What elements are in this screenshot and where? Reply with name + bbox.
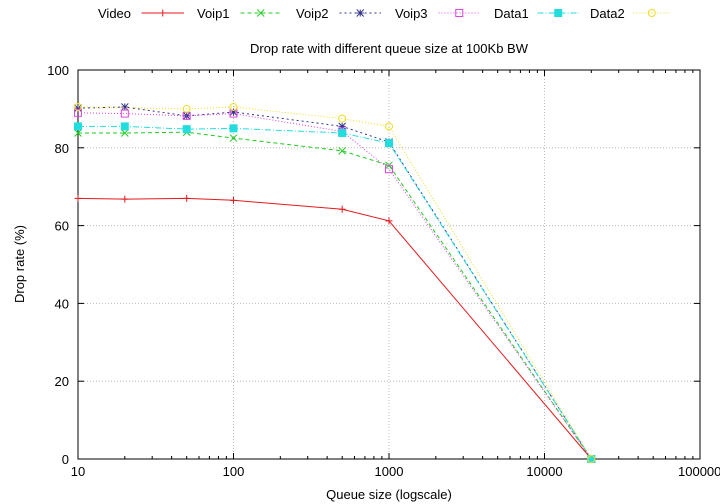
series-line: [77, 106, 592, 460]
x-tick-label: 100: [223, 464, 245, 479]
legend-label: Data2: [590, 6, 625, 21]
legend-item-voip3: Voip3: [395, 6, 480, 21]
legend-label: Voip3: [395, 6, 428, 21]
y-tick-label: 20: [55, 374, 69, 389]
data-point: [356, 9, 365, 17]
y-tick-label: 0: [62, 452, 69, 467]
axes: 0 20 40 60 80 100 10 100 1000 10000 100000: [47, 63, 720, 479]
series-line: [77, 106, 592, 460]
legend-item-video: Video: [98, 6, 184, 21]
y-axis-label: Drop rate (%): [12, 225, 27, 303]
data-point: [120, 122, 129, 131]
series-video: [74, 194, 595, 463]
data-point: [229, 134, 238, 142]
legend-label: Video: [98, 6, 131, 21]
data-point: [338, 122, 347, 131]
legend-item-data1: Data1: [494, 6, 579, 21]
data-point: [74, 104, 82, 112]
data-point: [74, 129, 82, 137]
grid-lines: [78, 70, 700, 459]
data-point: [74, 194, 82, 202]
data-point: [183, 194, 191, 202]
legend-item-data2: Data2: [590, 6, 670, 21]
data-point: [385, 165, 393, 174]
y-tick-label: 100: [47, 63, 69, 78]
legend-label: Voip2: [296, 6, 329, 21]
data-point: [385, 122, 393, 131]
y-tick-label: 40: [55, 296, 69, 311]
data-point: [230, 196, 237, 204]
legend-label: Data1: [494, 6, 529, 21]
data-point: [338, 114, 347, 123]
data-point: [256, 9, 265, 17]
data-point: [385, 139, 393, 148]
series-line: [77, 112, 592, 460]
series-data2: [74, 102, 596, 463]
legend: Video Voip1 Voip2 Voip3 Data1 Data2: [98, 6, 670, 21]
data-point: [74, 102, 82, 111]
data-point: [120, 103, 129, 111]
series-line: [77, 197, 592, 460]
x-tick-label: 10: [71, 464, 85, 479]
x-tick-label: 1000: [375, 464, 404, 479]
data-point: [120, 129, 129, 137]
y-tick-label: 60: [55, 219, 69, 234]
data-point: [338, 129, 347, 138]
data-point: [554, 9, 563, 17]
data-point: [587, 455, 596, 463]
series-voip1: [74, 128, 596, 463]
data-point: [338, 147, 347, 155]
data-point: [182, 104, 191, 113]
data-point: [229, 108, 238, 116]
x-tick-label: 10000: [526, 464, 562, 479]
y-tick-label: 80: [55, 141, 69, 156]
data-point: [385, 217, 393, 225]
series-voip3: [74, 108, 596, 463]
data-point: [121, 195, 129, 203]
series-line: [78, 131, 592, 460]
series-layer: [74, 102, 596, 463]
series-voip2: [74, 103, 596, 463]
data-point: [647, 9, 656, 17]
data-point: [74, 108, 82, 117]
series-line: [78, 125, 592, 460]
legend-item-voip2: Voip2: [296, 6, 381, 21]
legend-label: Voip1: [197, 6, 230, 21]
data-point: [182, 125, 191, 134]
data-point: [229, 102, 238, 111]
data-point: [338, 205, 346, 213]
chart-title: Drop rate with different queue size at 1…: [250, 41, 529, 56]
data-point: [159, 9, 167, 17]
x-tick-label: 100000: [678, 464, 720, 479]
data-point: [120, 109, 129, 118]
x-axis-label: Queue size (logscale): [326, 487, 452, 502]
legend-item-voip1: Voip1: [197, 6, 281, 21]
data-point: [229, 124, 238, 133]
series-data1: [74, 122, 596, 463]
data-point: [455, 9, 464, 17]
data-point: [74, 122, 82, 131]
